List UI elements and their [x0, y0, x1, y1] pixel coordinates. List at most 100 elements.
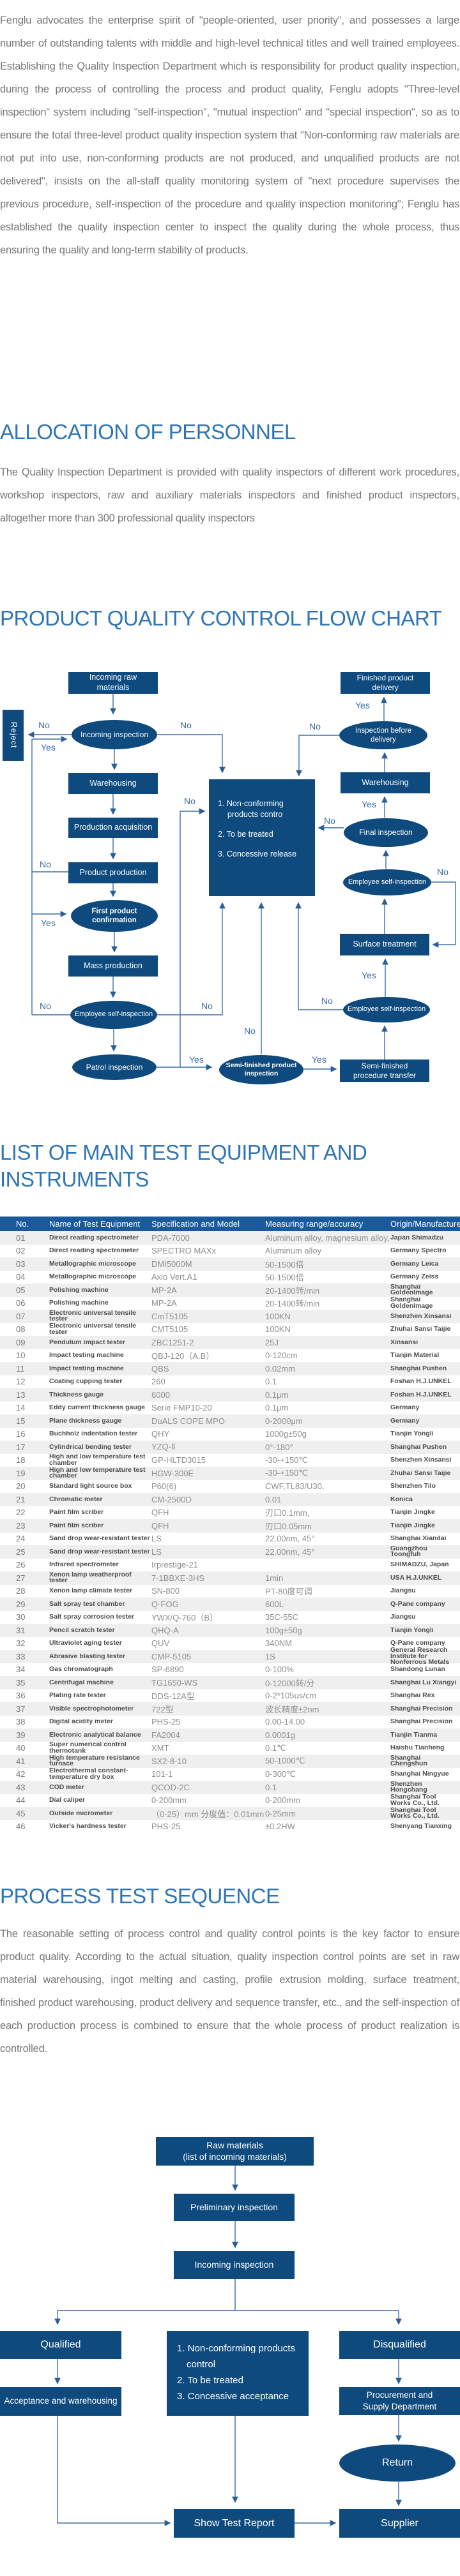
table-cell: 50-1500倍: [265, 1259, 304, 1269]
node-acceptance-and-warehousing: Acceptance and warehousing: [0, 2387, 121, 2416]
table-cell: Direct reading spectrometer: [49, 1234, 139, 1241]
table-cell: Eddy current thickness gauge: [49, 1405, 145, 1411]
table-cell: 0.1μm: [265, 1389, 289, 1400]
table-cell: Germany Spectro: [390, 1248, 447, 1254]
table-cell: 18: [16, 1455, 26, 1465]
table-cell: Electronic universal tensile tester: [49, 1310, 136, 1322]
table-cell: （0-25）mm 分度值：0.01mm: [151, 1809, 264, 1819]
table-row: 31 Pencil scratch tester QHQ-A 100g±50g Tian…: [0, 1624, 460, 1637]
table-row: 03 Metallographic microscope DMI5000M 50-15…: [0, 1257, 460, 1271]
table-row: 10 Impact testing machine QBJ-120（A.B） 0-12…: [0, 1349, 460, 1362]
table-cell: CMP-5105: [151, 1651, 192, 1661]
table-cell: 42: [16, 1769, 26, 1779]
table-cell: 6000: [151, 1389, 170, 1400]
table-row: 01 Direct reading spectrometer PDA-7000 Alu…: [0, 1231, 460, 1245]
process-test-flowchart: Raw materials (list of incoming material…: [0, 2125, 460, 2576]
table-cell: High temperature resistance furnace: [49, 1755, 140, 1767]
table-cell: PDA-7000: [151, 1232, 190, 1243]
table-row: 39 Electronic analytical balance FA2004 0.0…: [0, 1728, 460, 1742]
table-cell: SPECTRO MAXx: [151, 1246, 217, 1256]
table-cell: Super numerical control thermotank: [49, 1742, 126, 1755]
table-cell: 32: [16, 1638, 26, 1649]
table-cell: 21: [16, 1494, 26, 1504]
table-cell: Vicker's hardness tester: [49, 1823, 126, 1830]
table-row: 08 Electronic universal tensile tester CMT…: [0, 1322, 460, 1336]
personnel-title: ALLOCATION OF PERSONNEL: [0, 420, 296, 444]
table-cell: Visible spectrophotometer: [49, 1705, 134, 1712]
table-cell: Shanghai Xiandai: [390, 1536, 447, 1542]
table-row: 11 Impact testing machine QBS 0.02mm Shangha…: [0, 1362, 460, 1375]
table-header-cell: Name of Test Equipment: [49, 1219, 141, 1229]
table-cell: SX2-8-10: [151, 1756, 187, 1766]
table-cell: Paint film scriber: [49, 1509, 104, 1516]
table-cell: 22: [16, 1508, 26, 1518]
table-row: 25 Sand drop wear-resistant tester LS 22.00…: [0, 1545, 460, 1559]
edge-label-no: No: [40, 859, 51, 869]
table-cell: 20: [16, 1481, 26, 1492]
table-row: 19 High and low temperature test chamber H…: [0, 1467, 460, 1480]
table-cell: 24: [16, 1534, 26, 1544]
table-cell: Shanghai Precision: [390, 1705, 453, 1712]
table-cell: MP-2A: [151, 1298, 177, 1308]
edge-label-no: No: [309, 721, 321, 731]
table-cell: CWF,TL83/U30,: [265, 1481, 325, 1492]
table-cell: P60(6): [151, 1481, 177, 1492]
table-row: 16 Buchholz indentation tester QHY 1000g±50…: [0, 1427, 460, 1441]
table-row: 29 Salt spray test chamber Q-FOG 600L Q-Pane…: [0, 1598, 460, 1611]
table-cell: COD meter: [49, 1784, 84, 1790]
table-row: 22 Paint film scriber QFH 刃口0.1mm, Tianjin J…: [0, 1506, 460, 1519]
table-row: 04 Metallographic microscope Axio Vert.A1 5…: [0, 1270, 460, 1284]
table-cell: Outside micrometer: [49, 1810, 113, 1816]
table-cell: Germany: [390, 1418, 420, 1424]
table-cell: LS: [151, 1546, 162, 1557]
table-cell: Shenzhen Xinsansi: [390, 1313, 452, 1319]
flowchart-title: PRODUCT QUALITY CONTROL FLOW CHART: [0, 606, 442, 630]
table-cell: MP-2A: [151, 1285, 177, 1295]
table-cell: Digital acidity meter: [49, 1719, 113, 1725]
table-cell: Shenzhen Tilo: [390, 1483, 436, 1490]
table-cell: SP-6890: [151, 1665, 184, 1675]
table-row: 24 Sand drop wear-resistant tester LS 22.00…: [0, 1532, 460, 1545]
table-cell: 34: [16, 1665, 26, 1675]
table-cell: 20-1400转/min: [265, 1299, 320, 1309]
equipment-table-header: No. Name of Test Equipment Specification a…: [0, 1217, 460, 1231]
table-cell: 40: [16, 1743, 26, 1753]
table-cell: 600L: [265, 1599, 284, 1609]
table-cell: 340NM: [265, 1638, 292, 1649]
table-cell: 37: [16, 1704, 26, 1714]
node-incoming-inspection: Incoming inspection: [72, 720, 157, 749]
table-cell: Jiangsu: [390, 1588, 416, 1594]
table-row: 40 Super numerical control thermotank XMT 0…: [0, 1741, 460, 1755]
table-cell: 15: [16, 1416, 26, 1426]
table-row: 18 High and low temperature test chamber G…: [0, 1453, 460, 1467]
table-cell: 0-300℃: [265, 1769, 296, 1779]
table-cell: 39: [16, 1730, 26, 1740]
table-cell: 02: [16, 1246, 26, 1256]
table-cell: Plane thickness gauge: [49, 1418, 122, 1424]
table-cell: LS: [151, 1534, 162, 1544]
raw-materials-sublabel: (list of incoming materials): [183, 2151, 287, 2162]
table-row: 37 Visible spectrophotometer 722型 波长精度±2nm S…: [0, 1702, 460, 1716]
table-cell: QHQ-A: [151, 1625, 179, 1635]
product-quality-flowchart: Incoming raw materials Finished product …: [0, 664, 460, 1098]
table-cell: Polishing machine: [49, 1300, 109, 1307]
table-cell: 16: [16, 1429, 26, 1439]
table-cell: Ultraviolet aging tester: [49, 1640, 122, 1647]
table-row: 20 Standard light source box P60(6) CWF,TL8…: [0, 1479, 460, 1493]
table-cell: CM-2500D: [151, 1494, 192, 1504]
table-cell: 12: [16, 1377, 26, 1387]
table-cell: Tianjin Jingke: [390, 1509, 435, 1516]
table-cell: 46: [16, 1822, 26, 1832]
table-cell: QCOD-2C: [151, 1782, 190, 1792]
table-cell: SHIMADZU, Japan: [390, 1562, 449, 1568]
table-cell: PHS-25: [151, 1822, 181, 1832]
table-row: 21 Chromatic meter CM-2500D 0.01 Konica: [0, 1493, 460, 1506]
table-cell: 0-12000转/分: [265, 1678, 315, 1688]
table-cell: 13: [16, 1389, 26, 1400]
table-cell: Shanghai GoldenImage: [390, 1284, 433, 1296]
table-row: 15 Plane thickness gauge DuALS COPE MPO 0-2…: [0, 1414, 460, 1428]
nonconforming-line-2: 2. To be treated: [218, 830, 273, 839]
table-cell: 0°-180°: [265, 1442, 293, 1452]
table-cell: 19: [16, 1468, 26, 1478]
table-cell: 0-200mm: [265, 1795, 300, 1806]
